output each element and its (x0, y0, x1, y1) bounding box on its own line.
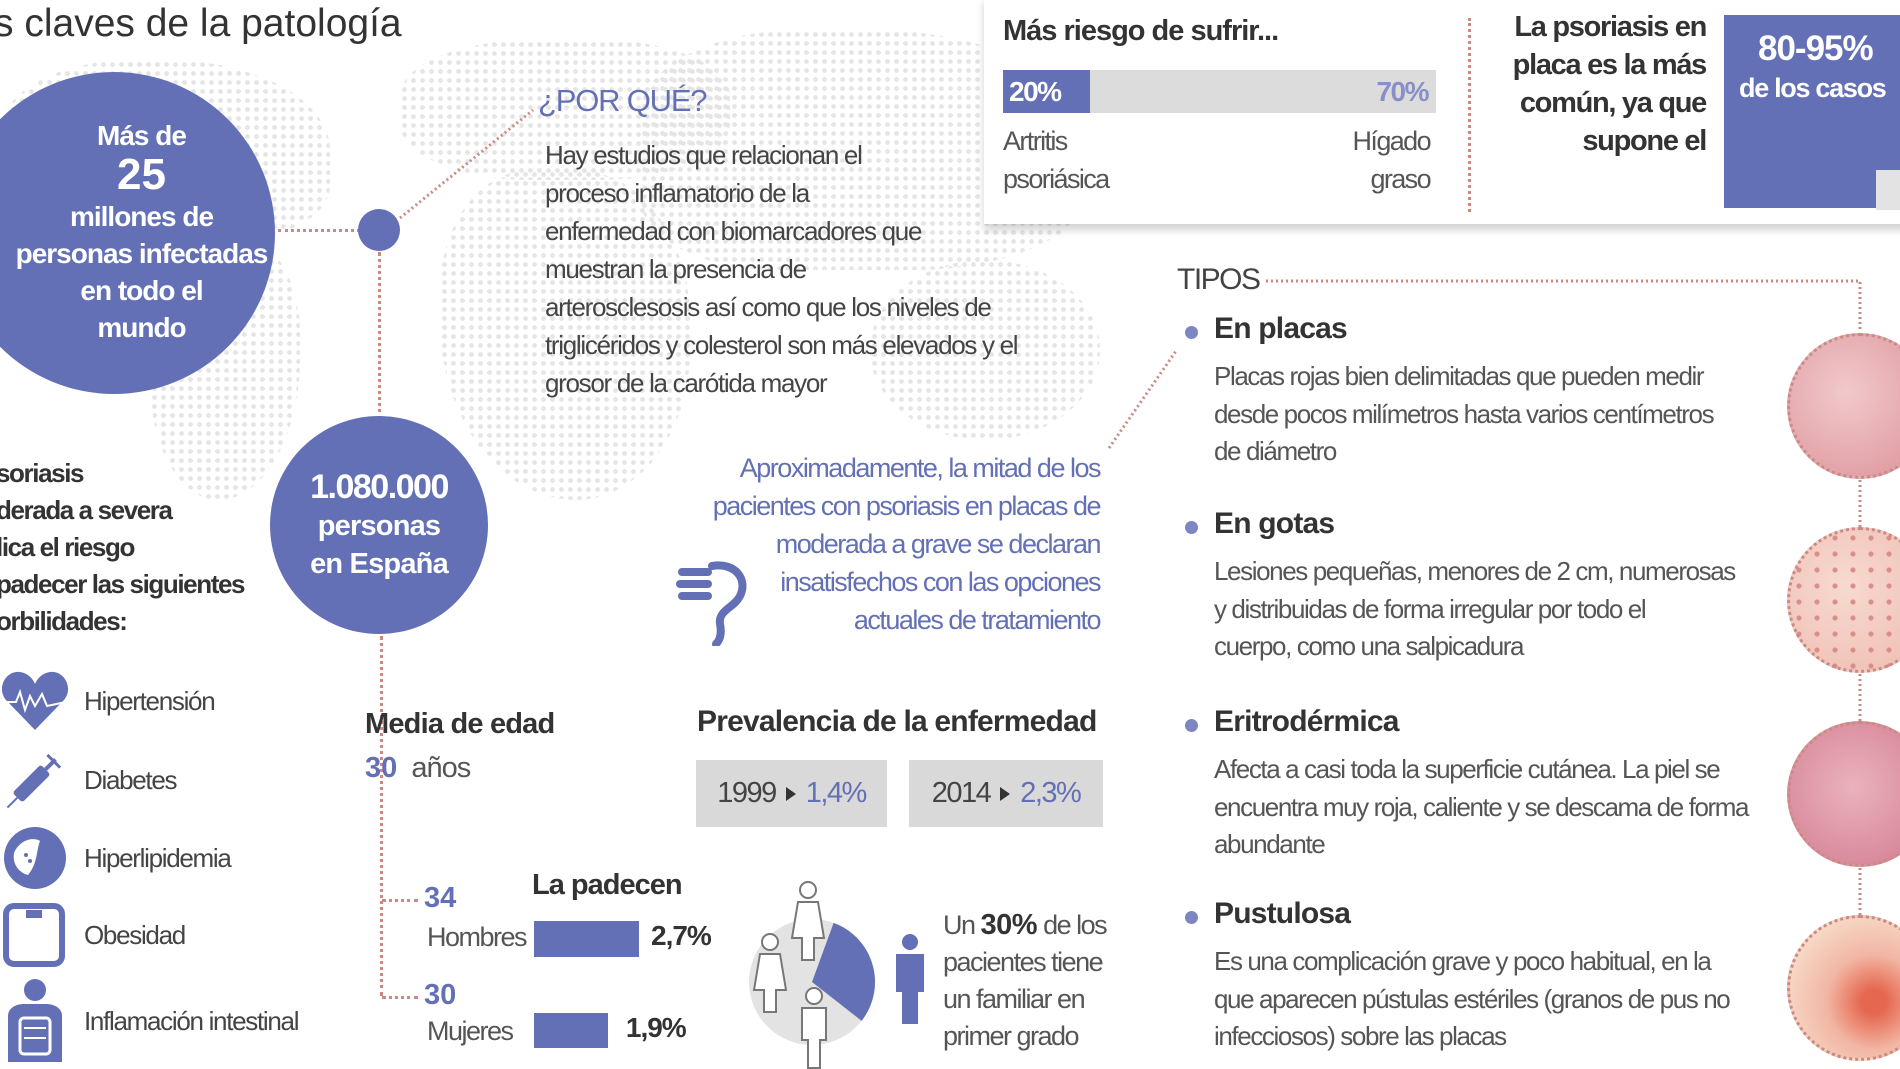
women-prevalence-value: 1,9% (625, 1012, 687, 1043)
type-description: Lesiones pequeñas, menores de 2 cm, nume… (1214, 556, 1736, 661)
family-figure-icon (801, 987, 827, 1069)
plaque-cases: de los casos (1739, 73, 1887, 103)
family-figure-icon (790, 881, 826, 961)
scale-icon (3, 903, 65, 967)
comorbidity-label: Obesidad (84, 919, 186, 950)
connector-line (378, 252, 381, 420)
plaque-text: La psoriasis en placa es la más común, y… (1512, 11, 1708, 157)
type-title: En gotas (1214, 507, 1335, 540)
types-heading: TIPOS (1177, 263, 1261, 296)
comorbidity-label: Inflamación intestinal (84, 1005, 300, 1036)
comorbidity-label: Hipertensión (84, 685, 216, 716)
world-cases-number: 25 (117, 150, 166, 199)
age-title: Media de edad (365, 708, 555, 740)
why-text: Hay estudios que relacionan el proceso i… (545, 140, 1019, 398)
bullet-icon (1185, 521, 1198, 534)
plaque-share-box: 80-95% de los casos (1724, 15, 1900, 210)
family-pie-slice (812, 922, 875, 1021)
women-age: 30 (424, 979, 457, 1011)
risk-bar-fill (1003, 70, 1090, 113)
type-title: Eritrodérmica (1214, 705, 1399, 738)
prevalence-box-2014: 2014 2,3% (909, 760, 1103, 827)
age-value-row: 30 años (365, 752, 471, 785)
type-description: Es una complicación grave y poco habitua… (1214, 946, 1731, 1051)
thumbs-down-icon (676, 561, 747, 646)
family-figure-icon (752, 933, 788, 1013)
connector-line (382, 996, 418, 999)
liver-icon (4, 827, 66, 889)
connector-line (278, 229, 360, 232)
bullet-icon (1185, 911, 1198, 924)
intestine-icon (8, 979, 62, 1062)
comorbidity-item: Hiperlipidemia (0, 823, 232, 893)
world-cases-circle: Más de 25 millones de personas infectada… (0, 72, 275, 394)
women-prevalence-bar (534, 1013, 608, 1048)
prevalence-year: 2014 (931, 777, 992, 809)
type-description: Placas rojas bien delimitadas que pueden… (1214, 361, 1715, 466)
age-unit: años (411, 752, 471, 784)
bullet-icon (1185, 326, 1198, 339)
family-pie-chart (749, 881, 924, 1069)
prevalence-value: 1,4% (805, 777, 868, 809)
men-age: 34 (424, 882, 457, 914)
age-value: 30 (365, 752, 398, 784)
family-text: Un 30% de los pacientes tiene un familia… (943, 907, 1108, 1055)
prevalence-box-1999: 1999 1,4% (696, 760, 887, 827)
plaque-box-notch (1876, 170, 1900, 210)
comorbidity-item: Diabetes (0, 745, 178, 815)
family-pct: 30% (980, 909, 1038, 941)
card-divider (1468, 18, 1471, 212)
comorbidity-item: Inflamación intestinal (0, 978, 300, 1064)
arrow-right-icon (785, 786, 796, 801)
comorbidity-item: Hipertensión (0, 666, 216, 736)
connector-line (380, 636, 383, 996)
spain-cases-circle: 1.080.000 personas en España (270, 416, 488, 634)
comorbidity-item: Obesidad (0, 900, 186, 970)
world-cases-prefix: Más de (97, 120, 187, 151)
world-cases-text: millones de personas infectadas en todo … (15, 201, 269, 343)
suffer-title: La padecen (532, 869, 683, 901)
prevalence-year: 1999 (717, 777, 777, 809)
comorbidity-label: Diabetes (84, 764, 178, 795)
type-description: Afecta a casi toda la superficie cutánea… (1214, 754, 1749, 859)
dissatisfied-text: Aproximadamente, la mitad de los pacient… (712, 453, 1102, 635)
skin-image-eritrodermica (1787, 721, 1900, 867)
family-text1: de los (1043, 910, 1108, 940)
risk-right-pct: 70% (1376, 76, 1429, 107)
syringe-icon (6, 753, 62, 809)
spain-cases-text: personas en España (310, 510, 449, 580)
risk-bar: 20% 70% (1003, 70, 1436, 113)
prevalence-title: Prevalencia de la enfermedad (697, 705, 1097, 738)
why-heading: ¿POR QUÉ? (538, 83, 708, 118)
type-title: Pustulosa (1214, 897, 1351, 930)
affected-person-icon (896, 934, 924, 1024)
family-text2: pacientes tiene un familiar en primer gr… (943, 947, 1104, 1051)
men-label: Hombres (427, 922, 528, 952)
comorbidities-intro: soriasis derada a severa lica el riesgo … (0, 458, 246, 636)
page-title: s claves de la patología (0, 2, 402, 45)
spain-cases-number: 1.080.000 (310, 468, 449, 506)
arrow-right-icon (1000, 786, 1011, 801)
women-label: Mujeres (427, 1016, 514, 1046)
risk-left-pct: 20% (1009, 76, 1062, 107)
risk-left-label: Artritis psoriásica (1003, 126, 1110, 194)
risk-right-label: Hígado graso (1352, 126, 1432, 194)
type-title: En placas (1214, 312, 1348, 345)
plaque-pct: 80-95% (1758, 29, 1874, 68)
map-marker-dot (358, 209, 400, 251)
skin-image-pustulosa (1787, 915, 1900, 1061)
heart-pulse-icon (1, 671, 69, 730)
risk-title: Más riesgo de sufrir... (1003, 15, 1279, 47)
men-prevalence-value: 2,7% (651, 920, 712, 951)
comorbidity-label: Hiperlipidemia (84, 842, 232, 873)
bullet-icon (1185, 719, 1198, 732)
family-prefix: Un (943, 910, 976, 940)
men-prevalence-bar (534, 921, 639, 957)
prevalence-value: 2,3% (1020, 777, 1082, 809)
connector-line (382, 899, 418, 902)
